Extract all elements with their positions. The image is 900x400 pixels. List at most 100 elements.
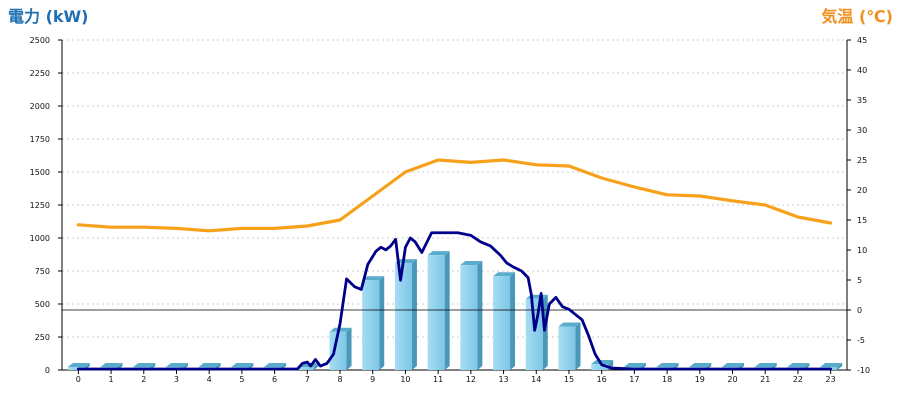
right-tick-label: 30 <box>857 126 867 135</box>
x-tick-label: 0 <box>76 375 81 384</box>
power-line <box>76 231 833 371</box>
x-tick-label: 23 <box>826 375 836 384</box>
power-bar-side <box>313 363 319 370</box>
power-bar-side <box>575 322 581 370</box>
power-bar <box>394 259 417 370</box>
right-axis-title: 気温 (℃) <box>821 7 893 26</box>
x-tick-label: 21 <box>760 375 770 384</box>
power-bar-side <box>411 259 417 370</box>
power-bar-top <box>558 322 581 327</box>
x-tick-label: 5 <box>239 375 244 384</box>
left-tick-label: 1250 <box>30 201 50 210</box>
power-bar-top <box>722 363 745 367</box>
power-bar-top <box>656 363 679 367</box>
left-tick-label: 500 <box>35 300 50 309</box>
power-bar-front <box>296 367 314 370</box>
x-tick-label: 8 <box>337 375 342 384</box>
power-bar-top <box>100 363 123 367</box>
power-bar-front <box>67 367 85 370</box>
left-tick-label: 1750 <box>30 135 50 144</box>
left-axis-title: 電力 (kW) <box>8 7 89 26</box>
right-tick-label: 45 <box>857 36 867 45</box>
power-bar <box>329 327 352 370</box>
right-tick-label: 15 <box>857 216 867 225</box>
x-tick-label: 22 <box>793 375 803 384</box>
x-tick-label: 14 <box>531 375 541 384</box>
right-tick-label: 5 <box>857 276 862 285</box>
x-tick-label: 20 <box>727 375 737 384</box>
power-bar-top <box>427 251 450 256</box>
power-bar <box>460 261 483 370</box>
power-bar-front <box>493 276 511 370</box>
left-tick-label: 0 <box>45 366 50 375</box>
x-tick-label: 2 <box>141 375 146 384</box>
power-bar-front <box>460 265 478 370</box>
power-bar-side <box>346 327 352 370</box>
power-bar-front <box>362 280 380 370</box>
power-bar-side <box>477 261 483 370</box>
power-bar-top <box>264 363 287 367</box>
power-bar-front <box>525 298 543 370</box>
power-bar <box>427 251 450 370</box>
x-tick-label: 7 <box>305 375 310 384</box>
power-bar-top <box>329 327 352 332</box>
right-tick-label: 0 <box>857 306 862 315</box>
power-bar-top <box>198 363 221 367</box>
power-bar-top <box>165 363 188 367</box>
temperature-line <box>76 158 833 233</box>
power-bar <box>362 276 385 370</box>
x-tick-label: 3 <box>174 375 179 384</box>
power-bar-front <box>427 255 445 370</box>
x-tick-label: 16 <box>597 375 607 384</box>
right-tick-label: -10 <box>857 366 870 375</box>
power-bar-top <box>362 276 385 281</box>
right-tick-label: 25 <box>857 156 867 165</box>
power-bar-top <box>460 261 483 266</box>
right-tick-label: 40 <box>857 66 867 75</box>
power-bar-top <box>787 363 810 367</box>
power-bar-top <box>67 363 90 367</box>
power-bar-top <box>689 363 712 367</box>
power-bar-top <box>623 363 646 367</box>
x-tick-label: 13 <box>498 375 508 384</box>
x-tick-label: 9 <box>370 375 375 384</box>
power-bar <box>493 272 516 370</box>
right-tick-label: 10 <box>857 246 867 255</box>
left-tick-label: 2250 <box>30 69 50 78</box>
tick-labels: 02505007501000125015001750200022502500-1… <box>30 36 870 384</box>
power-bar-top <box>133 363 156 367</box>
left-tick-label: 1500 <box>30 168 50 177</box>
left-tick-label: 1000 <box>30 234 50 243</box>
power-bar-side <box>837 363 843 370</box>
grid-lines <box>62 39 847 338</box>
power-bar-top <box>820 363 843 367</box>
x-tick-label: 4 <box>207 375 212 384</box>
x-tick-label: 10 <box>400 375 410 384</box>
x-tick-label: 6 <box>272 375 277 384</box>
x-tick-label: 1 <box>109 375 114 384</box>
x-tick-label: 12 <box>466 375 476 384</box>
right-tick-label: 20 <box>857 186 867 195</box>
power-bar <box>558 322 581 370</box>
power-bar-front <box>394 263 412 370</box>
power-bar <box>525 294 548 370</box>
x-tick-label: 15 <box>564 375 574 384</box>
power-bar-front <box>558 326 576 370</box>
left-tick-label: 2000 <box>30 102 50 111</box>
power-bar-top <box>394 259 417 264</box>
x-tick-label: 17 <box>629 375 639 384</box>
right-tick-label: -5 <box>857 336 865 345</box>
series-lines <box>62 158 847 371</box>
x-tick-label: 19 <box>695 375 705 384</box>
power-bar-front <box>329 331 347 370</box>
right-tick-label: 35 <box>857 96 867 105</box>
power-bar-top <box>591 360 614 365</box>
power-bar-side <box>510 272 516 370</box>
x-tick-label: 18 <box>662 375 672 384</box>
left-tick-label: 750 <box>35 267 50 276</box>
left-tick-label: 250 <box>35 333 50 342</box>
axes <box>58 39 851 374</box>
power-bar-top <box>231 363 254 367</box>
